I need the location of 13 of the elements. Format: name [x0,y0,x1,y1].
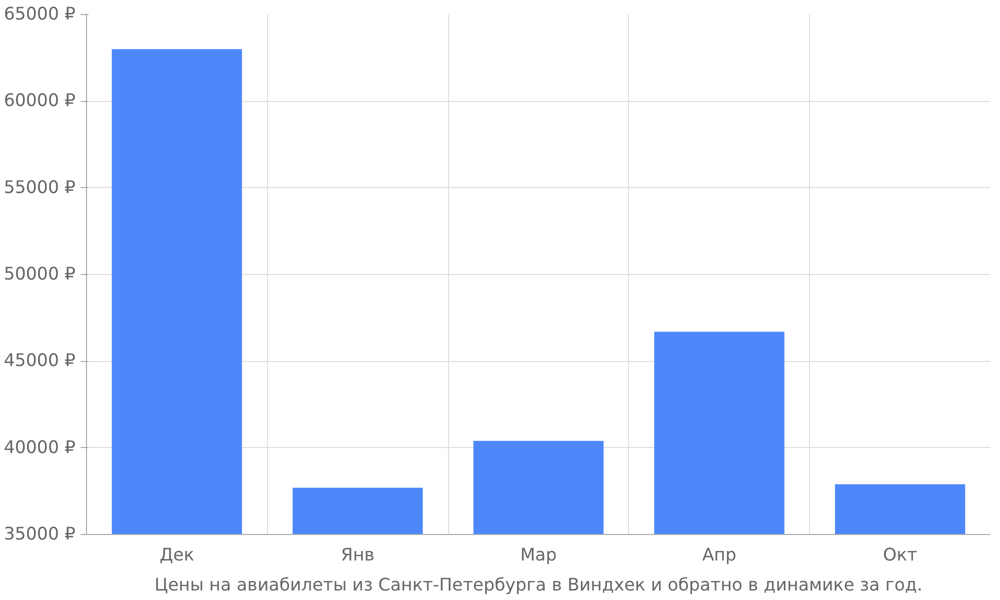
x-tick-label: Апр [702,546,736,566]
y-tick-label: 35000 ₽ [4,524,76,544]
y-tick-label: 40000 ₽ [4,438,76,458]
x-tick-label: Мар [520,546,557,566]
y-tick-label: 50000 ₽ [4,264,76,284]
text: Цены на авиабилеты из Санкт-Петербурга в Виндхек и обратно в динамике за год. [154,576,922,596]
y-tick-label: 55000 ₽ [4,178,76,198]
x-tick-label: Дек [160,546,194,566]
y-tick-label: 60000 ₽ [4,91,76,112]
x-tick-label: Окт [883,546,918,566]
x-tick-label: Янв [340,546,375,566]
y-tick-label: 45000 ₽ [4,351,76,372]
y-tick-label: 65000 ₽ [4,4,76,24]
